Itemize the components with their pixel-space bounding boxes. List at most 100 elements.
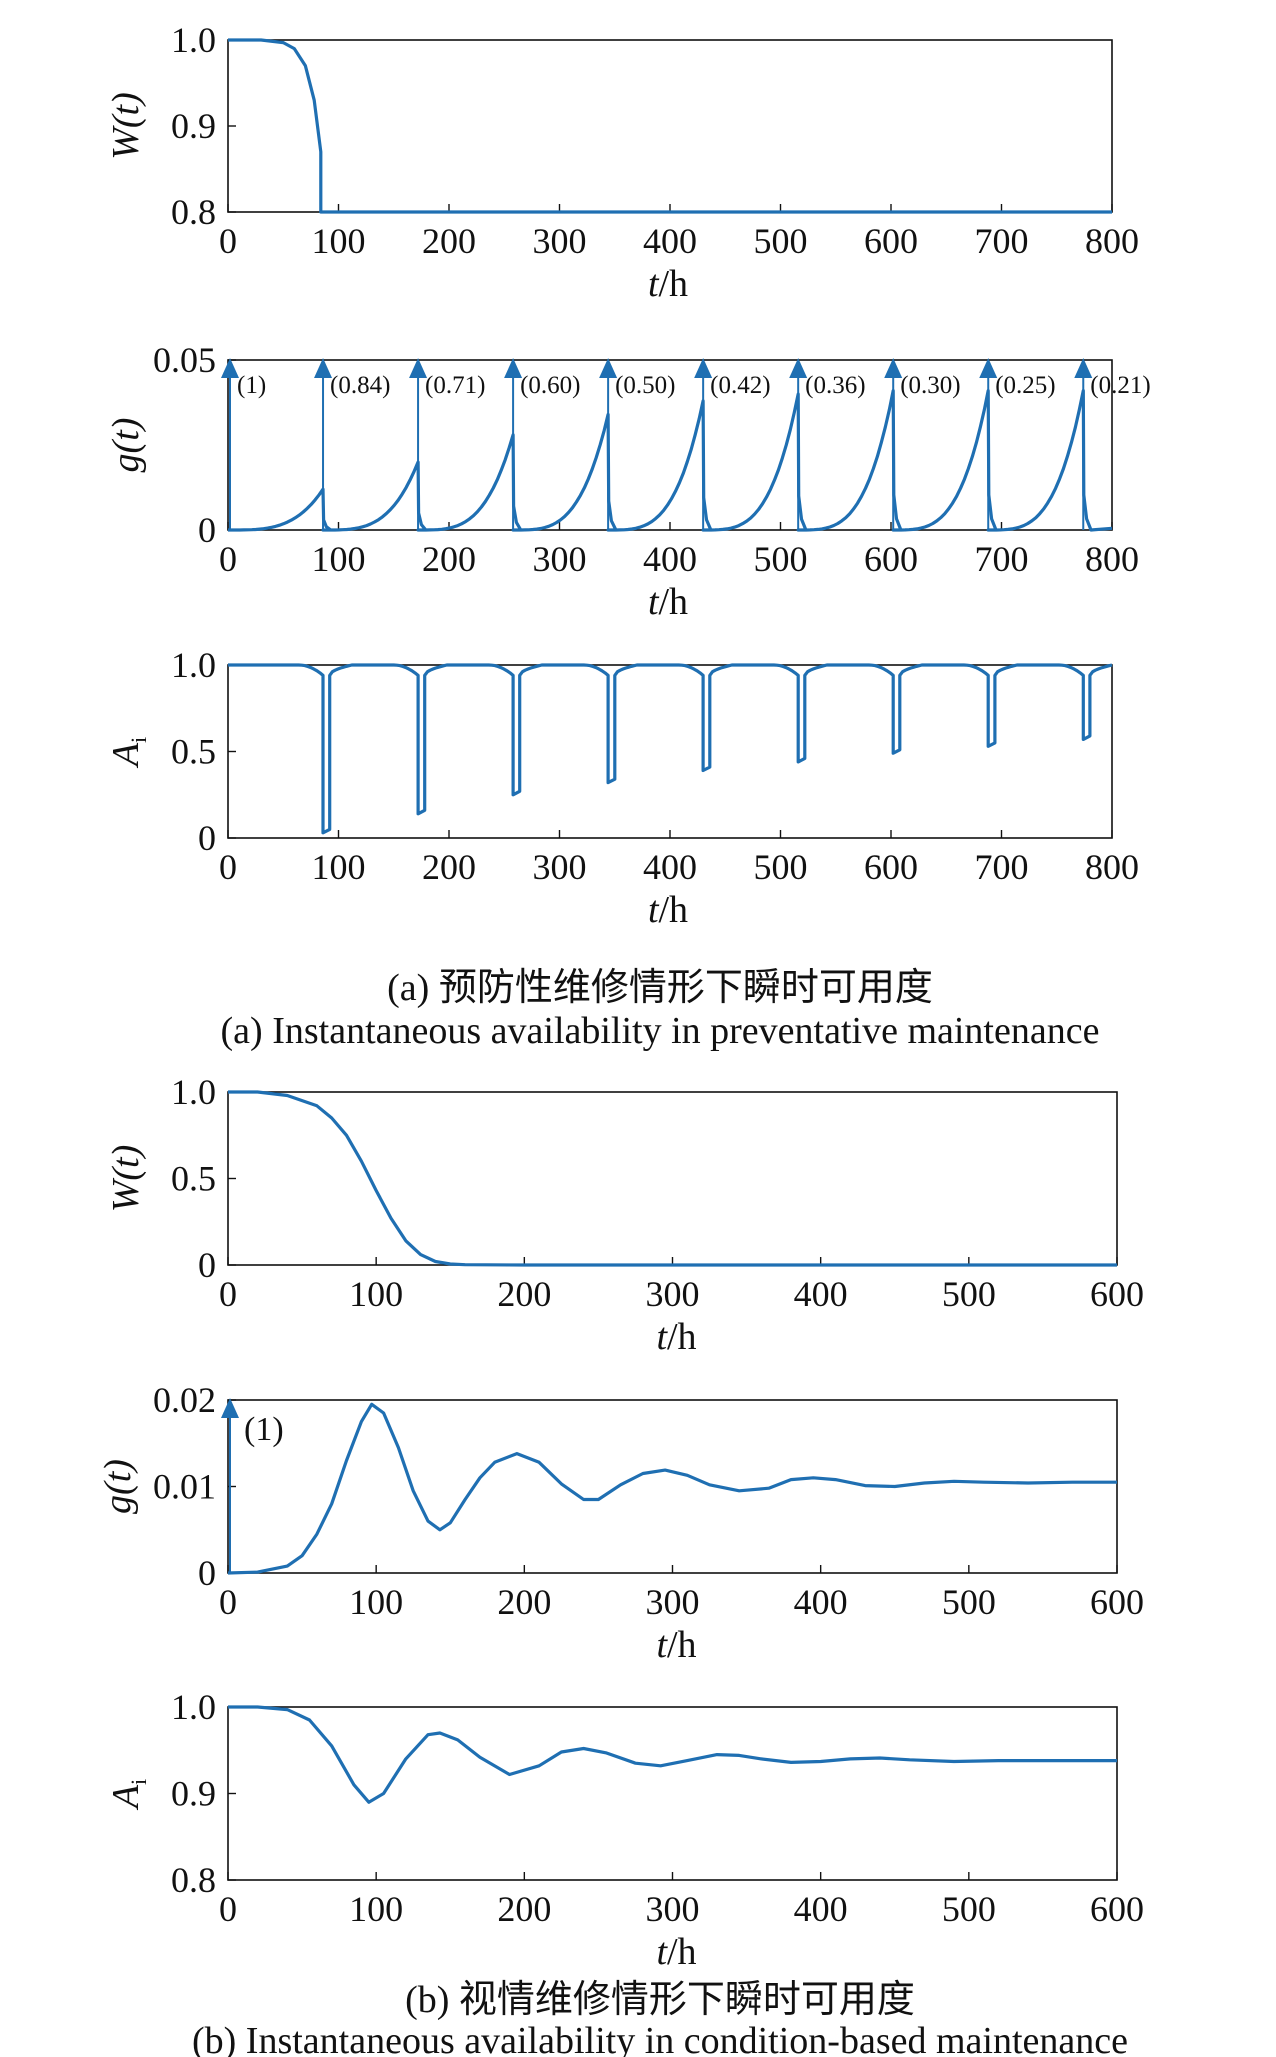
impulse-label: (0.25) [995,372,1055,399]
y-axis-label: W(t) [105,1145,147,1213]
x-tick-label: 100 [349,1274,403,1314]
x-axis-label: t/h [648,263,688,305]
x-tick-label: 500 [942,1582,996,1622]
x-tick-label: 500 [942,1274,996,1314]
x-tick-label: 700 [975,847,1029,887]
x-tick-label: 200 [497,1274,551,1314]
chart-panel-6: 0 100 200 300 400 500 600 1.0 0.9 0.8 t/h Ai [105,1687,1144,1973]
x-tick-label: 300 [646,1274,700,1314]
caption-a-en: (a) Instantaneous availability in preven… [221,1010,1100,1052]
y-tick-label: 0.9 [171,106,216,146]
impulse-label: (0.50) [615,372,675,399]
x-tick-label: 500 [754,221,808,261]
x-tick-label: 200 [497,1889,551,1929]
x-tick-label: 500 [942,1889,996,1929]
impulse-label: (0.21) [1090,372,1150,399]
y-tick-label: 1.0 [171,1687,216,1727]
x-tick-label: 300 [533,221,587,261]
x-tick-label: 300 [646,1582,700,1622]
x-tick-label: 800 [1085,539,1139,579]
impulse-arrowhead [221,1398,239,1418]
caption-b-cn: (b) 视情维修情形下瞬时可用度 [405,1979,915,2021]
y-tick-label: 0.01 [153,1467,216,1507]
x-tick-label: 400 [643,221,697,261]
impulse-arrowhead [884,358,903,378]
data-series-line [228,663,1113,835]
y-tick-label: 0.05 [153,340,216,380]
impulse-label: (0.30) [900,372,960,399]
x-tick-label: 0 [219,1889,237,1929]
caption-b-en: (b) Instantaneous availability in condit… [192,2020,1128,2057]
impulse-arrowhead [789,358,808,378]
data-series-line [228,1705,1117,1804]
plot-frame [227,1091,1118,1266]
x-tick-label: 0 [219,221,237,261]
x-tick-label: 600 [1090,1274,1144,1314]
data-series-line [228,389,1113,532]
x-tick-label: 600 [864,847,918,887]
x-tick-label: 100 [349,1582,403,1622]
x-axis-label: t/h [656,1316,696,1358]
data-series-line [228,1090,1117,1267]
x-tick-label: 100 [312,847,366,887]
x-axis-label: t/h [656,1931,696,1973]
caption-a-cn: (a) 预防性维修情形下瞬时可用度 [387,967,933,1009]
y-tick-label: 0.8 [171,192,216,232]
x-tick-label: 0 [219,1582,237,1622]
y-axis-label: g(t) [105,418,147,473]
y-tick-label: 0 [198,1245,216,1285]
x-tick-label: 0 [219,539,237,579]
x-tick-label: 100 [312,539,366,579]
x-tick-label: 500 [754,847,808,887]
y-axis-label: W(t) [105,92,147,160]
y-axis-label: g(t) [97,1459,139,1514]
x-tick-label: 400 [794,1582,848,1622]
chart-panel-1: 0 100 200 300 400 500 600 700 800 1.0 0.9 0.8 t/h W(t… [105,20,1139,305]
x-tick-label: 300 [533,847,587,887]
y-tick-label: 1.0 [171,20,216,60]
y-tick-label: 1.0 [171,645,216,685]
y-tick-label: 0.8 [171,1860,216,1900]
x-tick-label: 700 [975,221,1029,261]
x-tick-label: 400 [794,1889,848,1929]
x-tick-label: 0 [219,1274,237,1314]
x-tick-label: 300 [533,539,587,579]
x-tick-label: 0 [219,847,237,887]
x-tick-label: 500 [754,539,808,579]
x-tick-label: 400 [643,539,697,579]
y-tick-label: 0.5 [171,1159,216,1199]
chart-panel-4: 0 100 200 300 400 500 600 1.0 0.5 0 t/h W(t) [105,1072,1144,1358]
x-tick-label: 600 [1090,1889,1144,1929]
x-tick-label: 400 [794,1274,848,1314]
data-series-line [227,1402,1117,1575]
impulse-label: (0.60) [520,372,580,399]
y-axis-label: Ai [105,737,151,769]
impulse-arrowhead [979,358,998,378]
impulse-label: (0.84) [330,372,390,399]
y-tick-label: 0.9 [171,1774,216,1814]
x-tick-label: 200 [422,221,476,261]
y-axis-label: Ai [105,1779,151,1811]
x-tick-label: 600 [1090,1582,1144,1622]
y-tick-label: 0.02 [153,1380,216,1420]
impulse-arrowhead [504,358,523,378]
impulse-label: (0.71) [425,372,485,399]
plot-frame [227,39,1113,213]
chart-panel-3: 0 100 200 300 400 500 600 700 800 1.0 0.5 0 t/h Ai [105,645,1139,931]
impulse-label: (0.36) [805,372,865,399]
impulse-label: (1) [237,372,266,399]
x-tick-label: 100 [312,221,366,261]
y-tick-label: 0 [198,510,216,550]
x-tick-label: 800 [1085,221,1139,261]
chart-panel-2: 0 100 200 300 400 500 600 700 800 0.05 0 t/h g(t) (1)… [105,340,1151,623]
x-tick-label: 700 [975,539,1029,579]
x-tick-label: 400 [643,847,697,887]
y-tick-label: 1.0 [171,1072,216,1112]
x-tick-label: 200 [422,847,476,887]
impulse-arrowhead [599,358,618,378]
y-tick-label: 0 [198,1553,216,1593]
impulse-arrowhead [1074,358,1093,378]
chart-panel-5: 0 100 200 300 400 500 600 0.02 0.01 0 t/h g(t) (1) [97,1380,1144,1666]
impulse-arrowhead [221,358,239,378]
